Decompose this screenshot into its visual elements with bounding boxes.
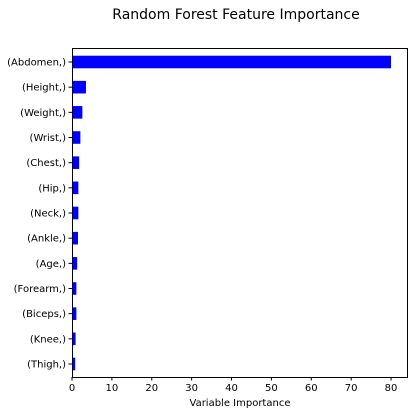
bars-group: [72, 55, 392, 371]
x-tick-label: 0: [69, 383, 75, 394]
bar: [72, 282, 77, 295]
x-tick-label: 10: [106, 383, 119, 394]
x-tick-label: 60: [305, 383, 318, 394]
x-tick-label: 80: [385, 383, 398, 394]
y-tick-label: (Wrist,): [30, 133, 67, 144]
bar: [72, 307, 77, 320]
y-tick-label: (Knee,): [30, 334, 66, 345]
y-tick-label: (Forearm,): [14, 284, 66, 295]
chart-title: Random Forest Feature Importance: [112, 7, 359, 23]
y-tick-label: (Neck,): [30, 209, 66, 220]
bar: [72, 181, 79, 195]
x-tick-label: 40: [225, 383, 238, 394]
y-tick-label: (Height,): [22, 83, 66, 94]
y-tick-label: (Ankle,): [27, 234, 66, 245]
y-tick-label: (Biceps,): [22, 309, 66, 320]
y-tick-label: (Thigh,): [27, 360, 66, 371]
bar: [72, 231, 78, 245]
y-tick-label: (Hip,): [38, 183, 66, 194]
bar: [72, 206, 79, 220]
bar: [72, 357, 76, 371]
bar: [72, 106, 83, 119]
plot-frame: [72, 48, 408, 378]
x-axis-label: Variable Importance: [190, 398, 291, 409]
bar: [72, 332, 76, 346]
x-tick-label: 20: [145, 383, 158, 394]
x-axis-ticks: 0 10 20 30 40 50 60 70 80: [69, 377, 398, 394]
bar: [72, 156, 80, 169]
bar: [72, 131, 81, 144]
bar: [72, 55, 392, 69]
y-tick-label: (Abdomen,): [7, 58, 66, 69]
x-tick-label: 50: [265, 383, 278, 394]
y-tick-label: (Chest,): [26, 158, 66, 169]
bar: [72, 257, 78, 270]
y-tick-label: (Weight,): [20, 108, 66, 119]
x-tick-label: 30: [185, 383, 198, 394]
x-tick-label: 70: [345, 383, 358, 394]
y-tick-label: (Age,): [36, 259, 66, 270]
y-axis-ticks: (Abdomen,) (Height,) (Weight,) (Wrist,) (Che…: [7, 58, 72, 371]
bar: [72, 80, 86, 94]
